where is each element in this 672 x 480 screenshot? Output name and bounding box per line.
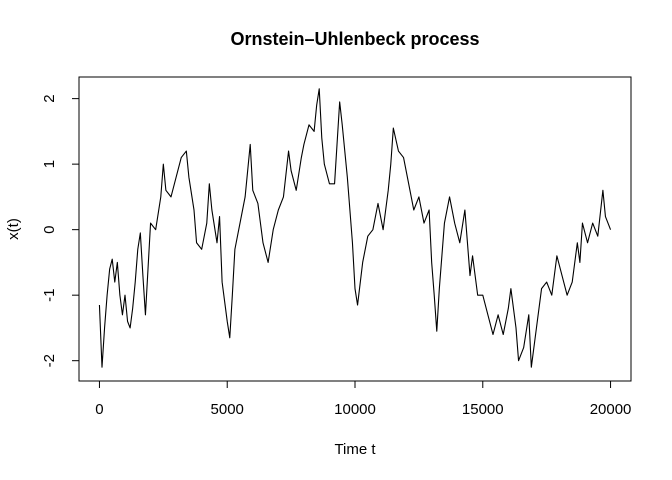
x-tick-label: 10000 [334,401,376,418]
x-tick-label: 5000 [211,401,244,418]
x-axis-label: Time t [334,441,376,458]
y-axis-label: x(t) [5,218,22,240]
y-tick-label: 0 [41,225,58,233]
y-tick-label: 1 [41,160,58,168]
chart-title: Ornstein–Uhlenbeck process [230,29,479,49]
y-tick-label: -1 [41,289,58,302]
y-tick-label: 2 [41,94,58,102]
x-tick-label: 20000 [590,401,632,418]
x-tick-label: 15000 [462,401,504,418]
y-tick-label: -2 [41,354,58,367]
series-line [98,88,612,368]
x-tick-label: 0 [95,401,103,418]
plot-box [78,76,632,382]
